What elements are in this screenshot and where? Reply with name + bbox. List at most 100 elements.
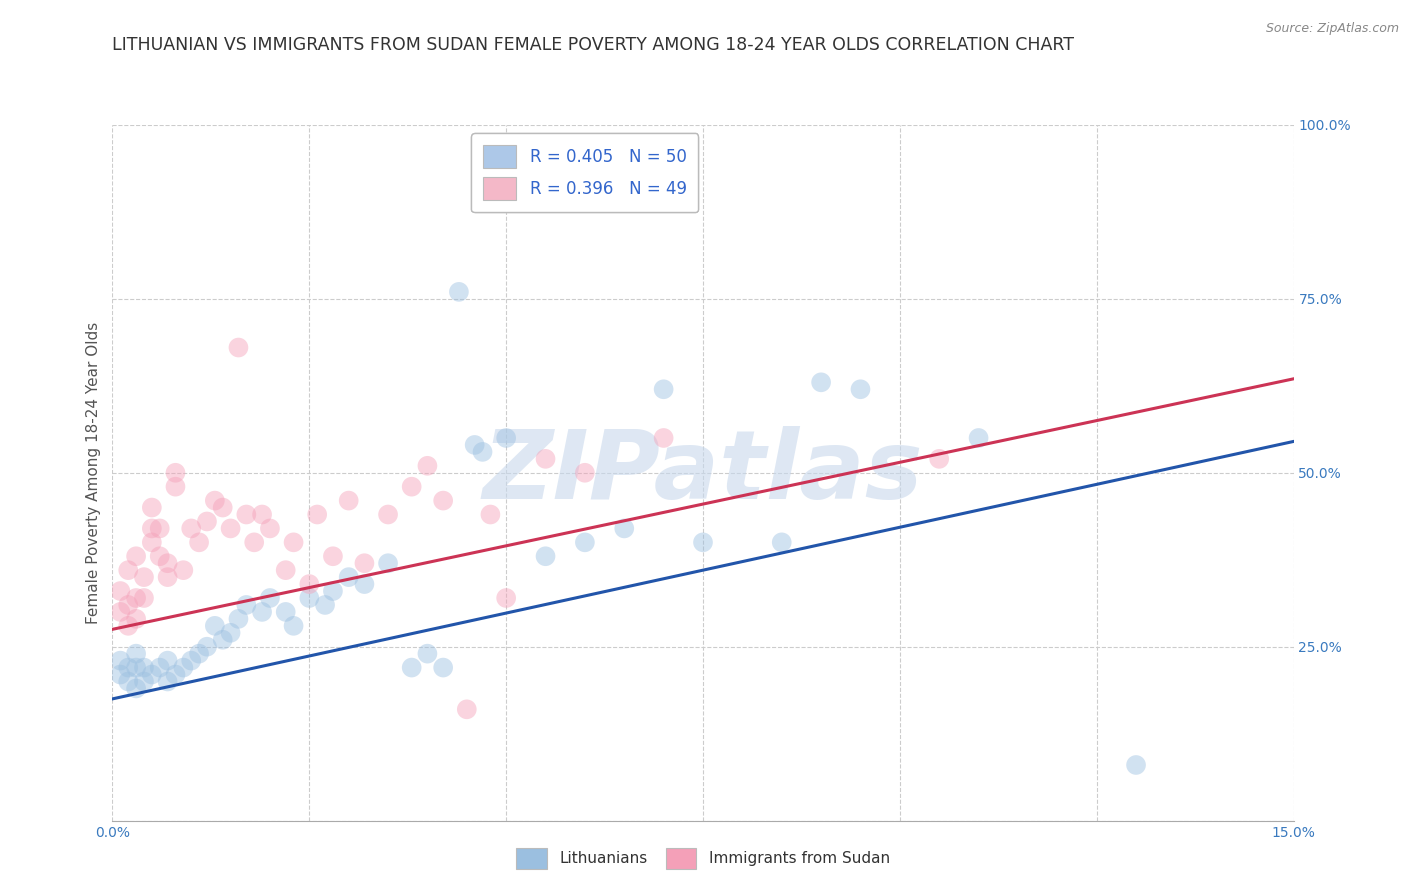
Point — [125, 612, 148, 626]
Point — [298, 591, 321, 605]
Point — [337, 493, 360, 508]
Point — [479, 508, 502, 522]
Point — [471, 445, 494, 459]
Point — [125, 681, 148, 696]
Text: LITHUANIAN VS IMMIGRANTS FROM SUDAN FEMALE POVERTY AMONG 18-24 YEAR OLDS CORRELA: LITHUANIAN VS IMMIGRANTS FROM SUDAN FEMA… — [112, 36, 1074, 54]
Point — [125, 591, 148, 605]
Point — [117, 563, 139, 577]
Point — [401, 660, 423, 674]
Point — [353, 556, 375, 570]
Point — [432, 660, 454, 674]
Point — [770, 535, 793, 549]
Point — [314, 598, 336, 612]
Point — [188, 535, 211, 549]
Point — [298, 577, 321, 591]
Point — [132, 674, 155, 689]
Point — [156, 556, 179, 570]
Text: Source: ZipAtlas.com: Source: ZipAtlas.com — [1265, 22, 1399, 36]
Point — [416, 458, 439, 473]
Point — [353, 577, 375, 591]
Point — [141, 667, 163, 681]
Point — [172, 563, 194, 577]
Point — [110, 605, 132, 619]
Point — [117, 619, 139, 633]
Point — [110, 667, 132, 681]
Point — [204, 619, 226, 633]
Point — [132, 591, 155, 605]
Point — [534, 549, 557, 564]
Point — [377, 556, 399, 570]
Point — [464, 438, 486, 452]
Point — [211, 500, 233, 515]
Point — [401, 480, 423, 494]
Point — [172, 660, 194, 674]
Point — [613, 521, 636, 535]
Point — [204, 493, 226, 508]
Point — [652, 431, 675, 445]
Point — [534, 451, 557, 466]
Point — [574, 466, 596, 480]
Point — [211, 632, 233, 647]
Point — [141, 535, 163, 549]
Point — [180, 654, 202, 668]
Point — [250, 508, 273, 522]
Point — [156, 674, 179, 689]
Point — [432, 493, 454, 508]
Point — [141, 500, 163, 515]
Point — [243, 535, 266, 549]
Point — [156, 654, 179, 668]
Point — [195, 515, 218, 529]
Point — [416, 647, 439, 661]
Point — [125, 549, 148, 564]
Point — [228, 341, 250, 355]
Point — [495, 591, 517, 605]
Point — [274, 563, 297, 577]
Point — [235, 598, 257, 612]
Point — [141, 521, 163, 535]
Point — [110, 584, 132, 599]
Point — [1125, 758, 1147, 772]
Point — [188, 647, 211, 661]
Point — [219, 521, 242, 535]
Point — [180, 521, 202, 535]
Point — [165, 667, 187, 681]
Point — [132, 660, 155, 674]
Point — [149, 660, 172, 674]
Point — [307, 508, 329, 522]
Point — [810, 376, 832, 390]
Point — [165, 466, 187, 480]
Point — [235, 508, 257, 522]
Point — [250, 605, 273, 619]
Point — [259, 591, 281, 605]
Point — [117, 674, 139, 689]
Point — [456, 702, 478, 716]
Point — [322, 584, 344, 599]
Y-axis label: Female Poverty Among 18-24 Year Olds: Female Poverty Among 18-24 Year Olds — [86, 322, 101, 624]
Point — [125, 647, 148, 661]
Point — [132, 570, 155, 584]
Point — [195, 640, 218, 654]
Point — [447, 285, 470, 299]
Point — [165, 480, 187, 494]
Point — [283, 619, 305, 633]
Point — [337, 570, 360, 584]
Point — [967, 431, 990, 445]
Point — [652, 382, 675, 396]
Point — [322, 549, 344, 564]
Point — [274, 605, 297, 619]
Point — [149, 521, 172, 535]
Point — [259, 521, 281, 535]
Point — [117, 660, 139, 674]
Point — [110, 654, 132, 668]
Legend: Lithuanians, Immigrants from Sudan: Lithuanians, Immigrants from Sudan — [510, 841, 896, 875]
Point — [692, 535, 714, 549]
Point — [849, 382, 872, 396]
Point — [117, 598, 139, 612]
Point — [149, 549, 172, 564]
Point — [125, 660, 148, 674]
Point — [377, 508, 399, 522]
Point — [574, 535, 596, 549]
Point — [219, 625, 242, 640]
Point — [495, 431, 517, 445]
Point — [156, 570, 179, 584]
